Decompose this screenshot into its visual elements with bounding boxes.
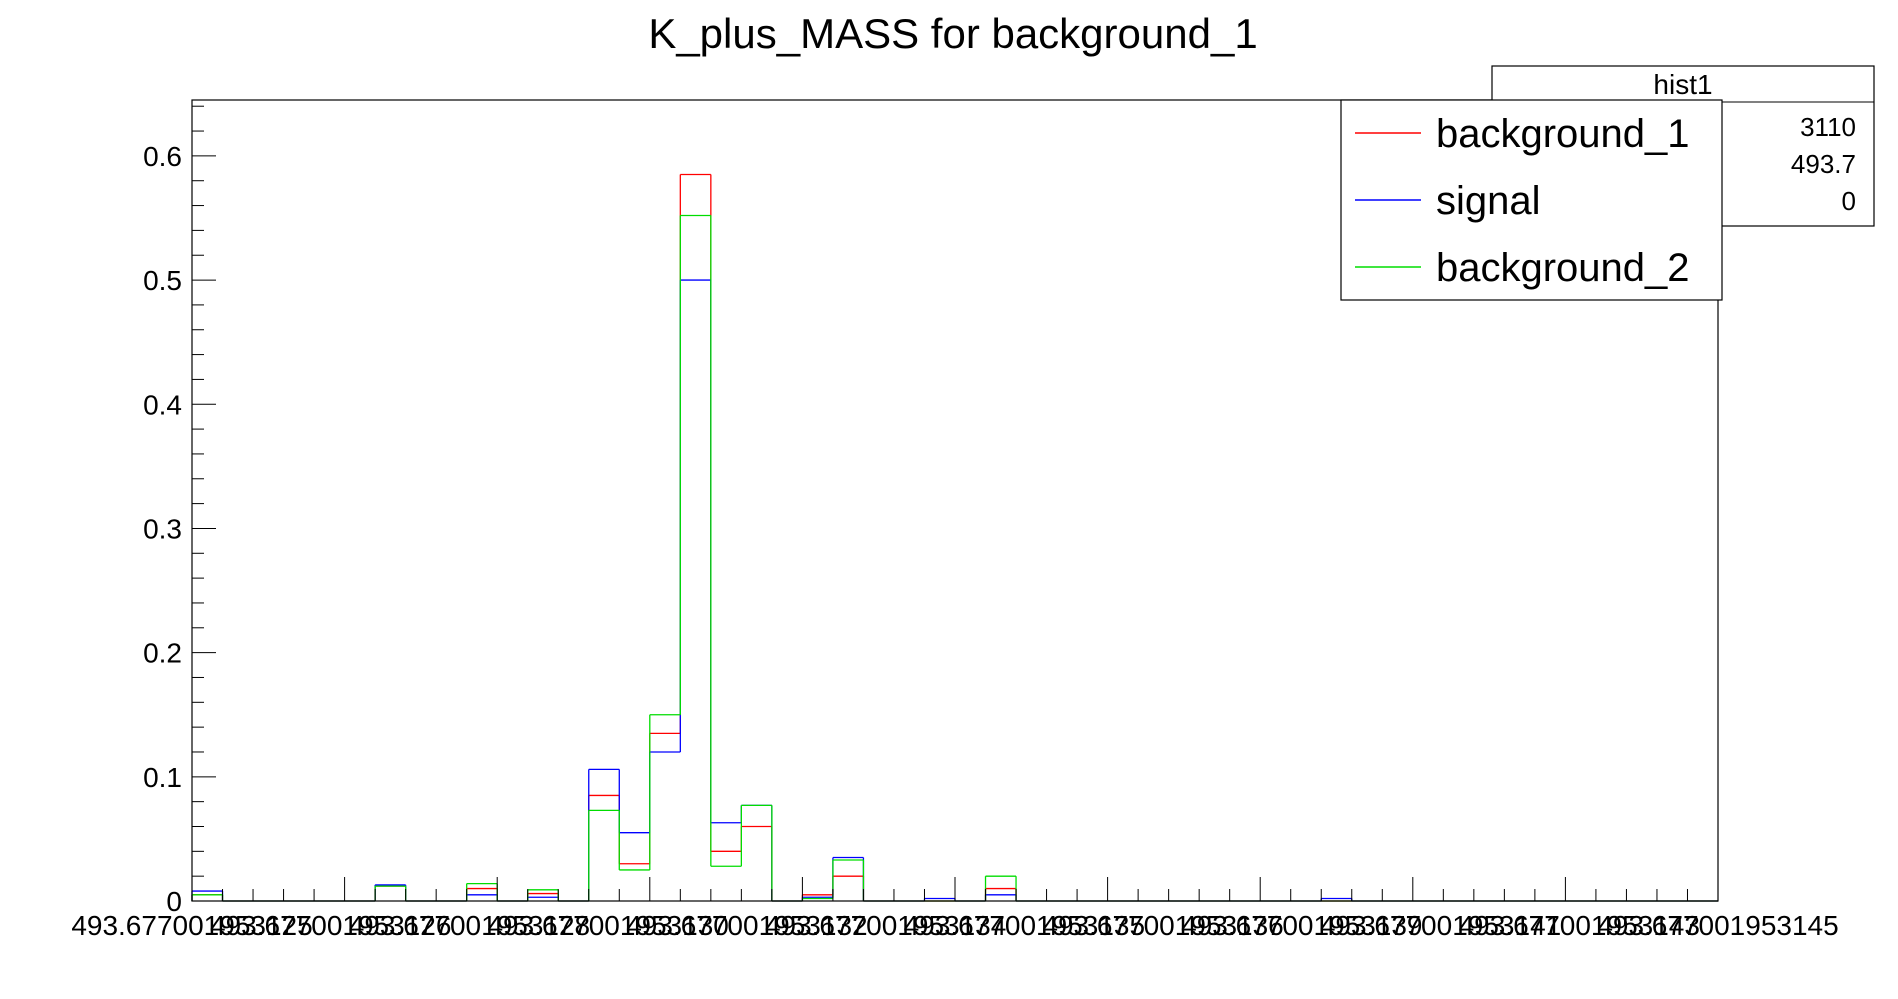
x-tick-label: 493.677001953125 <box>71 910 312 941</box>
series-signal <box>191 279 1718 902</box>
axes: 00.10.20.30.40.50.6493.677001953125493.6… <box>71 99 1839 941</box>
y-tick-label: 0.3 <box>143 513 182 544</box>
x-tick-label: 493.677001953126 <box>210 910 451 941</box>
legend-entry: signal <box>1436 179 1541 223</box>
legend-entry: background_2 <box>1436 246 1690 290</box>
chart-title: K_plus_MASS for background_1 <box>648 10 1257 57</box>
x-tick-label: 493.677001953145 <box>1597 910 1838 941</box>
x-tick-label: 493.677001953135 <box>904 910 1145 941</box>
series-background_2 <box>191 214 1718 902</box>
x-tick-label: 493.677001953141 <box>1320 910 1561 941</box>
stats-box-value: 493.7 <box>1791 149 1856 179</box>
x-tick-label: 493.677001953143 <box>1459 910 1700 941</box>
x-tick-label: 493.677001953139 <box>1181 910 1422 941</box>
legend-entry: background_1 <box>1436 112 1690 156</box>
x-tick-label: 493.677001953130 <box>487 910 728 941</box>
y-tick-label: 0 <box>166 886 182 917</box>
x-tick-label: 493.677001953132 <box>626 910 867 941</box>
y-tick-label: 0.1 <box>143 762 182 793</box>
y-tick-label: 0.4 <box>143 389 182 420</box>
y-tick-label: 0.6 <box>143 141 182 172</box>
y-tick-label: 0.2 <box>143 638 182 669</box>
y-tick-label: 0.5 <box>143 265 182 296</box>
x-tick-label: 493.677001953136 <box>1042 910 1283 941</box>
stats-box-title: hist1 <box>1653 69 1712 100</box>
stats-box-value: 3110 <box>1800 112 1856 142</box>
x-tick-label: 493.677001953128 <box>349 910 590 941</box>
x-tick-label: 493.677001953134 <box>765 910 1006 941</box>
stats-box-value: 0 <box>1842 186 1856 216</box>
